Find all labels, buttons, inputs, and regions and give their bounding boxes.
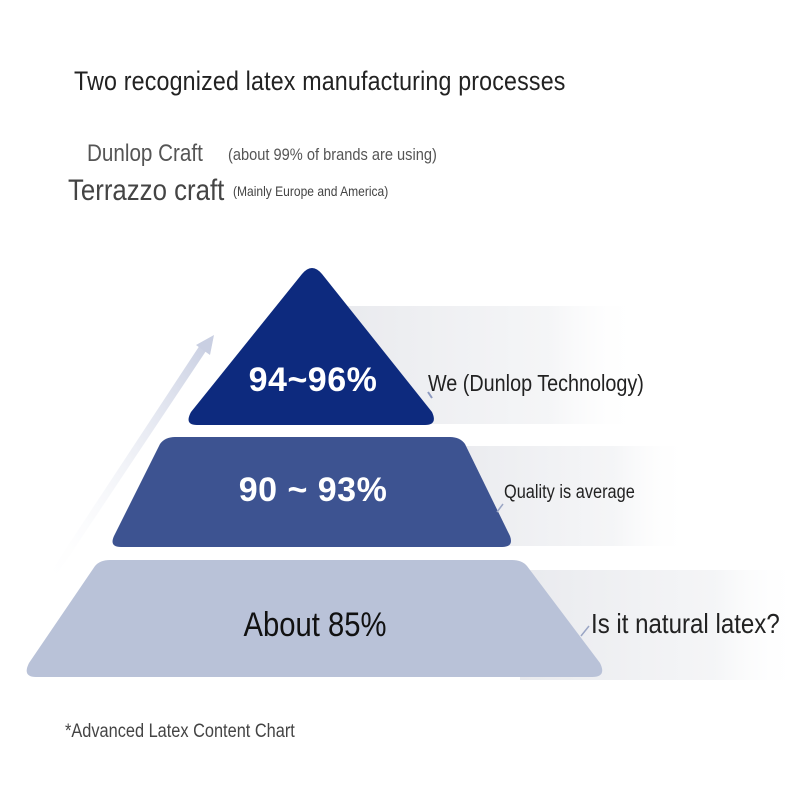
process-name-dunlop: Dunlop Craft [87, 140, 203, 167]
tier3-connector [580, 625, 590, 637]
tier2-value: 90 ~ 93% [238, 471, 388, 509]
footnote: *Advanced Latex Content Chart [65, 721, 295, 742]
tier3-shape [26, 560, 603, 677]
tier3-value: About 85% [243, 606, 387, 644]
tier1-value: 94~96% [248, 361, 378, 399]
tier2-description: Quality is average [504, 482, 635, 503]
tier2-shape [112, 437, 511, 547]
tier1-description: We (Dunlop Technology) [428, 370, 644, 396]
process-name-terrazzo: Terrazzo craft [68, 174, 225, 207]
tier2-connector [496, 503, 504, 513]
process-note-dunlop: (about 99% of brands are using) [228, 145, 437, 164]
up-arrow-icon [40, 335, 214, 588]
process-note-terrazzo: (Mainly Europe and America) [233, 183, 389, 199]
tier1-shape [188, 268, 434, 425]
page-title: Two recognized latex manufacturing proce… [74, 66, 566, 96]
tier1-connector [427, 391, 433, 399]
tier3-description: Is it natural latex? [591, 608, 780, 639]
